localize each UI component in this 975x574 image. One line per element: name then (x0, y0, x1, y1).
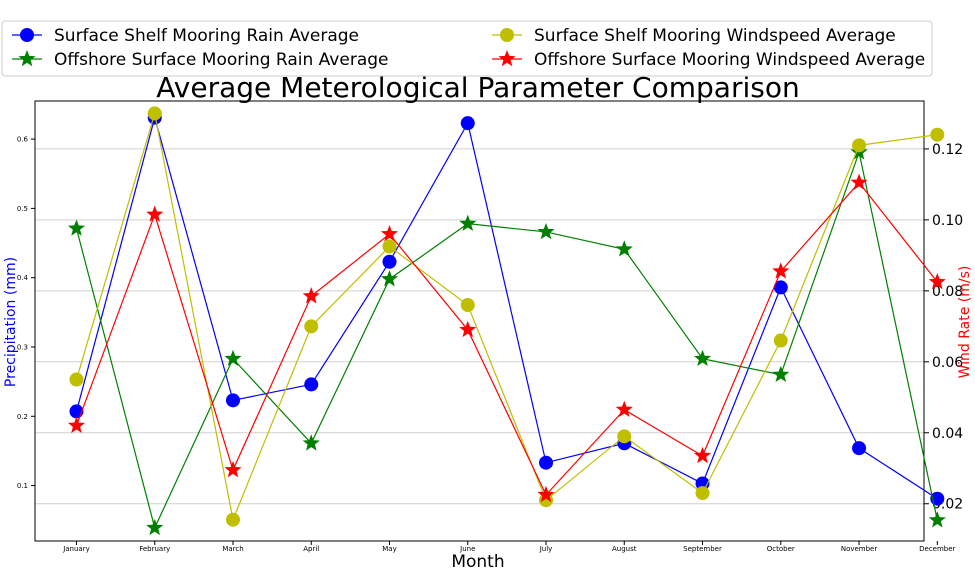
data-point (693, 349, 712, 367)
data-point (928, 511, 946, 528)
data-point (382, 239, 397, 254)
data-point (302, 434, 320, 451)
legend-label: Surface Shelf Mooring Rain Average (54, 26, 359, 46)
y-right-tick-label: 0.06 (932, 355, 963, 371)
legend-box (1, 20, 933, 77)
x-tick-label: December (919, 545, 955, 553)
x-tick-label: October (767, 545, 795, 553)
y-left-tick-label: 0.2 (17, 413, 28, 421)
data-point (460, 298, 475, 313)
data-point (460, 116, 475, 131)
series-surface-shelf-mooring-rain-average (69, 110, 945, 506)
x-tick-label: April (303, 545, 319, 553)
series-surface-shelf-mooring-windspeed-average (69, 106, 945, 527)
data-point (850, 173, 868, 190)
plot-frame (34, 100, 925, 542)
x-tick-label: August (612, 545, 637, 553)
data-point (302, 287, 320, 304)
series-line (75, 113, 938, 522)
data-point (459, 320, 477, 338)
x-tick-label: March (222, 545, 243, 553)
y-axis-right-label: Wind Rate (m/s) (957, 266, 973, 379)
legend: Surface Shelf Mooring Rain Average Offsho… (1, 20, 933, 77)
data-point (382, 254, 397, 269)
data-point (930, 127, 945, 142)
x-axis: January February March April May June July Augu… (62, 541, 956, 553)
x-tick-label: September (683, 545, 722, 553)
data-point (772, 262, 790, 279)
legend-entry: Offshore Surface Mooring Rain Average (12, 50, 389, 70)
series-offshore-surface-mooring-rain-average (67, 143, 946, 536)
data-point (67, 416, 86, 433)
data-point (852, 441, 867, 456)
y-right-tick-label: 0.12 (932, 142, 963, 158)
data-point (617, 429, 632, 444)
series-line (75, 150, 938, 530)
data-point (928, 272, 946, 290)
y-left-tick-label: 0.6 (17, 136, 29, 144)
data-point (304, 377, 319, 392)
legend-label: Surface Shelf Mooring Windspeed Average (534, 26, 896, 46)
y-right-tick-label: 0.10 (932, 213, 963, 229)
data-point (459, 214, 477, 231)
y-left-tick-label: 0.5 (17, 205, 28, 213)
x-tick-label: November (841, 545, 878, 553)
data-point (147, 106, 162, 121)
y-left-tick-label: 0.3 (17, 343, 28, 351)
data-point (773, 280, 788, 295)
x-tick-label: February (139, 545, 170, 553)
data-point (146, 205, 164, 222)
data-point (146, 518, 164, 536)
y-right-tick-label: 0.08 (932, 284, 963, 300)
y-axis-left: 0.1 0.2 0.3 0.4 0.5 0.6 (17, 136, 35, 490)
legend-label: Offshore Surface Mooring Windspeed Avera… (534, 50, 925, 70)
data-point (224, 349, 242, 367)
data-point (695, 486, 710, 501)
data-point (537, 222, 555, 240)
data-point (69, 372, 84, 387)
legend-entry: Surface Shelf Mooring Windspeed Average (492, 26, 896, 46)
data-point (224, 461, 242, 478)
legend-entry: Offshore Surface Mooring Windspeed Avera… (492, 50, 925, 70)
legend-marker (500, 28, 514, 42)
data-point (615, 400, 633, 417)
gridlines (35, 148, 924, 505)
data-point (852, 138, 867, 153)
data-point (225, 393, 240, 408)
x-tick-label: January (62, 545, 90, 553)
series-offshore-surface-mooring-windspeed-average (67, 173, 946, 503)
x-tick-label: June (459, 545, 475, 553)
y-right-tick-label: 0.04 (932, 426, 963, 442)
y-left-tick-label: 0.1 (17, 482, 28, 490)
legend-label: Offshore Surface Mooring Rain Average (54, 50, 389, 70)
data-point (693, 446, 712, 464)
legend-marker (20, 28, 34, 42)
data-point (773, 333, 788, 348)
data-point (539, 455, 554, 470)
legend-marker (498, 50, 516, 67)
y-axis-right: 0.020.040.060.080.100.12 (924, 142, 963, 513)
data-point (304, 319, 319, 334)
data-point (225, 512, 240, 527)
data-point (537, 485, 555, 503)
y-left-tick-label: 0.4 (17, 274, 29, 282)
data-point (380, 270, 399, 287)
data-point (67, 219, 86, 236)
series-line (75, 115, 938, 500)
legend-entry: Surface Shelf Mooring Rain Average (12, 26, 359, 46)
y-axis-left-label: Precipitation (mm) (3, 257, 19, 387)
x-axis-label: Month (451, 552, 504, 572)
data-point (615, 240, 633, 257)
x-tick-label: July (539, 545, 553, 553)
series (67, 106, 946, 536)
legend-marker (18, 50, 36, 67)
x-tick-label: May (382, 545, 396, 553)
data-point (772, 365, 790, 382)
data-point (380, 225, 399, 242)
series-line (75, 181, 938, 496)
